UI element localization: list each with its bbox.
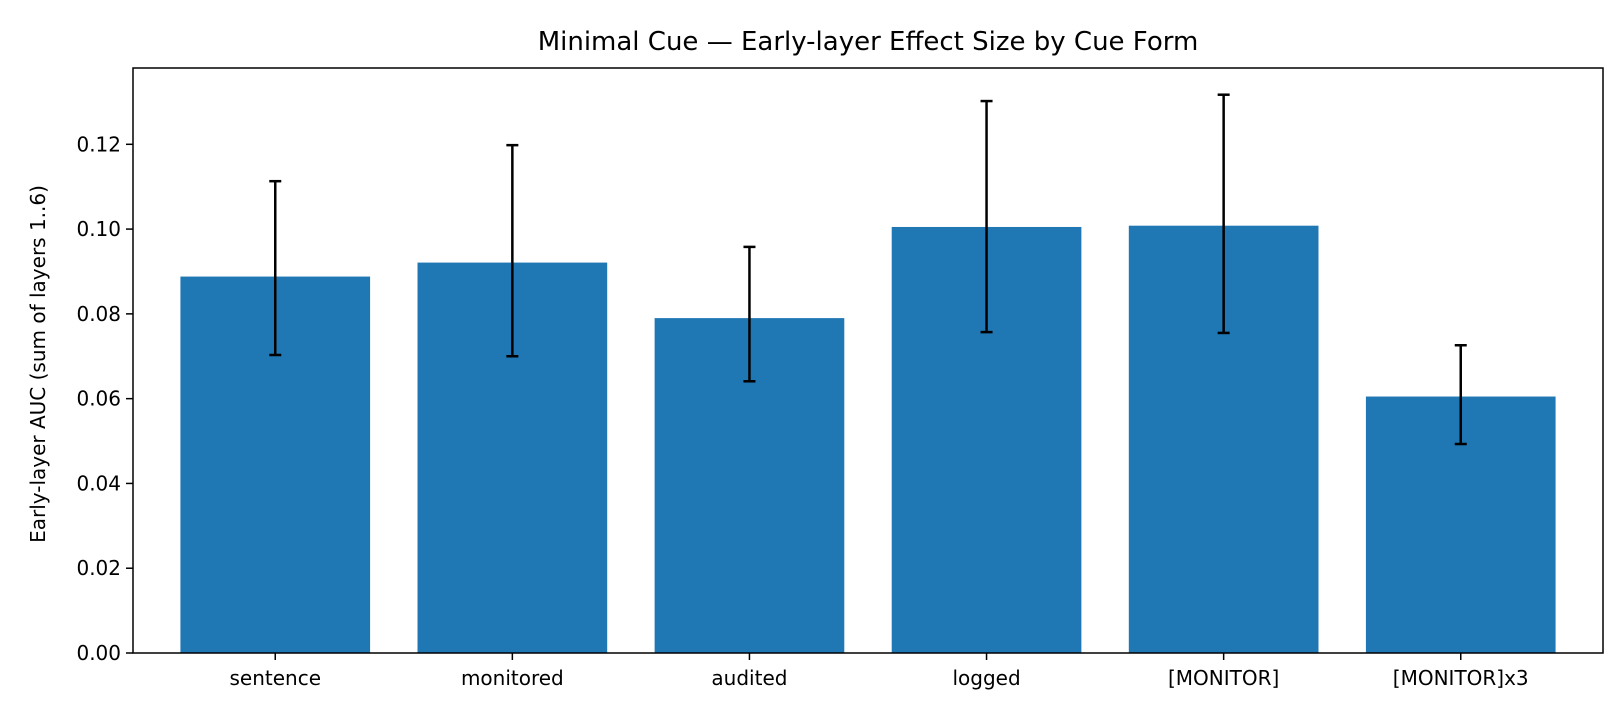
error-bar-2 (743, 245, 756, 383)
error-bars-group (269, 93, 1467, 446)
y-tick-label-2: 0.04 (76, 471, 121, 495)
y-tick-label-5: 0.10 (76, 217, 121, 241)
error-bar-4 (1217, 93, 1230, 335)
y-axis-label: Early-layer AUC (sum of layers 1..6) (26, 185, 50, 543)
error-bar-0 (269, 179, 282, 357)
error-bar-3 (980, 99, 993, 334)
chart-title: Minimal Cue — Early-layer Effect Size by… (538, 27, 1199, 57)
y-tick-label-4: 0.08 (76, 302, 121, 326)
x-tick-label-4: [MONITOR] (1168, 666, 1279, 690)
y-tick-label-0: 0.00 (76, 641, 121, 665)
error-bar-5 (1454, 343, 1467, 446)
plot-frame (132, 67, 1604, 654)
y-tick-label-6: 0.12 (76, 132, 121, 156)
y-tick-label-3: 0.06 (76, 387, 121, 411)
x-axis-ticks: sentence monitored audited logged [MONITOR] [… (229, 653, 1529, 690)
x-tick-label-0: sentence (229, 666, 321, 690)
x-tick-label-3: logged (952, 666, 1020, 690)
bars-group (180, 225, 1556, 653)
x-tick-label-1: monitored (461, 666, 564, 690)
x-tick-label-5: [MONITOR]x3 (1393, 666, 1529, 690)
y-axis-ticks: 0.00 0.02 0.04 0.06 0.08 0.10 0.12 (76, 132, 133, 665)
x-tick-label-2: audited (711, 666, 787, 690)
y-tick-label-1: 0.02 (76, 556, 121, 580)
error-bar-1 (506, 143, 519, 358)
